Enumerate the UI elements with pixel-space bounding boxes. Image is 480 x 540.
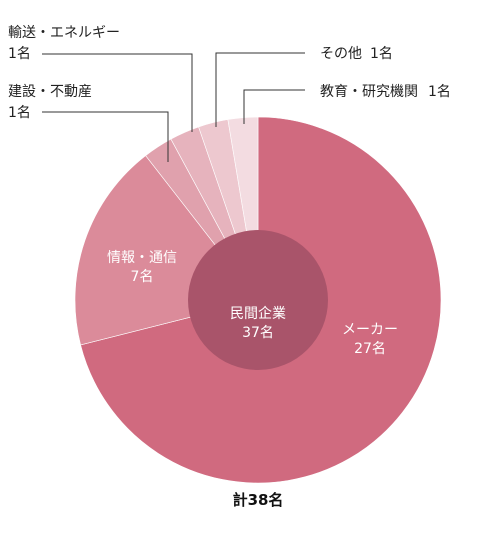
slice-value-info: 7名 [131, 269, 154, 285]
slice-label-info: 情報・通信 [107, 250, 177, 266]
center-value: 37名 [242, 325, 274, 341]
slice-value-construction: 1名 [8, 105, 31, 121]
leader-other [215, 52, 305, 127]
slice-value-transport: 1名 [8, 46, 31, 62]
slice-label-maker: メーカー [342, 322, 398, 338]
center-circle [188, 230, 328, 370]
slice-label-education: 教育・研究機関 1名 [320, 84, 451, 100]
center-label: 民間企業 [230, 305, 286, 322]
leader-construction [42, 111, 169, 162]
total-label: 計38名 [233, 491, 284, 509]
slice-label-construction: 建設・不動産 [8, 84, 92, 100]
slice-label-other: その他 1名 [320, 46, 393, 62]
slice-label-transport: 輸送・エネルギー [8, 25, 120, 41]
leader-transport [42, 53, 193, 132]
slice-value-maker: 27名 [354, 341, 386, 357]
leader-education [243, 89, 305, 124]
